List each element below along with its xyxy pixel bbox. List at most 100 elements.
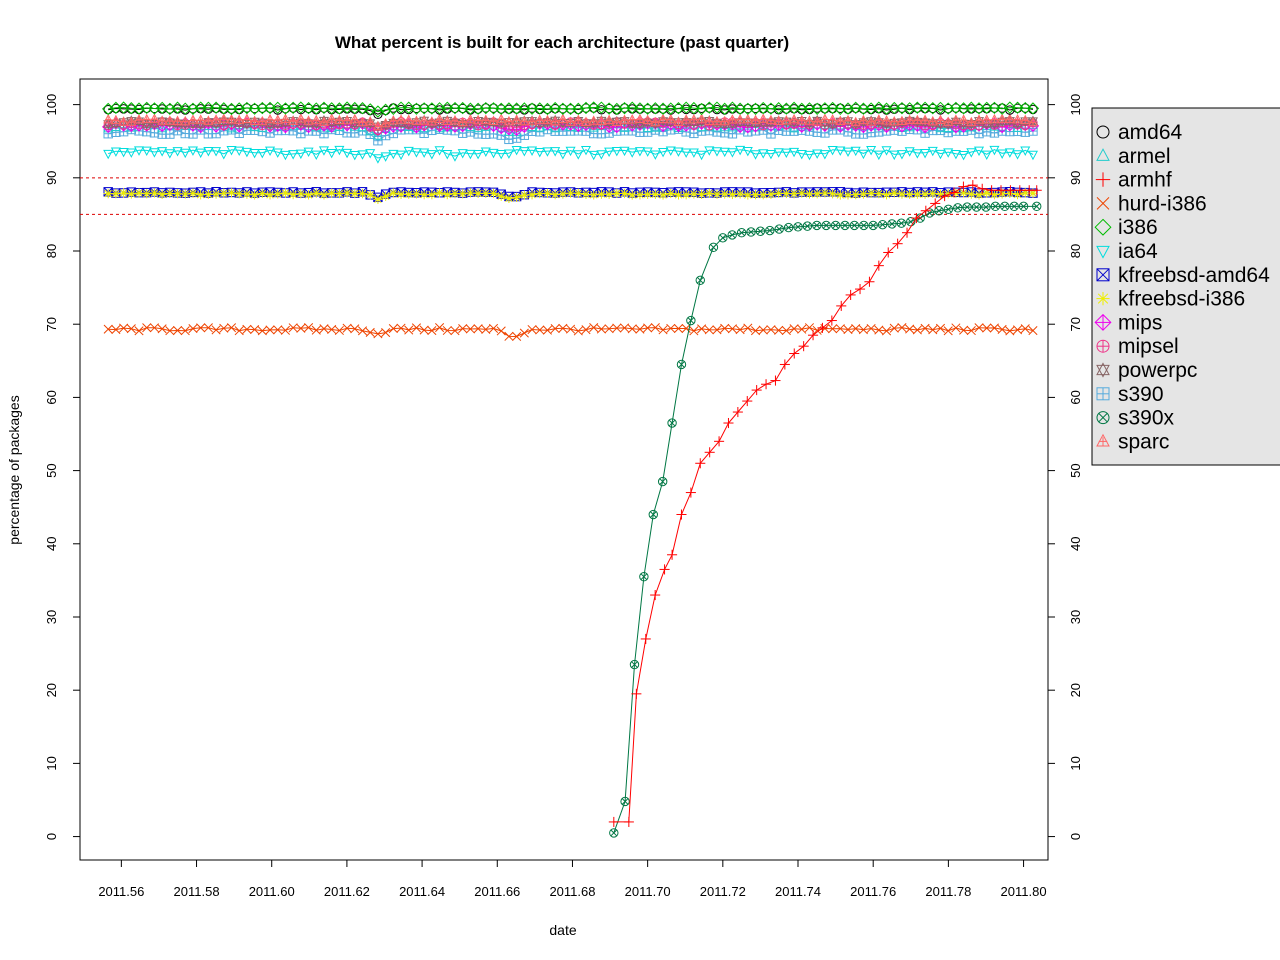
- data-point-kfreebsd-i386: [311, 188, 321, 198]
- data-point-sparc: [658, 113, 669, 124]
- data-point-ia64: [812, 149, 823, 159]
- data-point-sparc: [688, 113, 699, 124]
- data-point-armhf: [995, 185, 1007, 196]
- series-hurd-i386: [103, 322, 1038, 342]
- data-point-hurd-i386: [858, 325, 868, 335]
- y-tick-label-left: 20: [44, 683, 59, 697]
- data-point-sparc: [372, 120, 383, 131]
- data-point-hurd-i386: [103, 324, 113, 334]
- data-point-hurd-i386: [327, 324, 337, 335]
- data-point-hurd-i386: [396, 323, 406, 333]
- x-tick-label: 2011.76: [850, 884, 896, 899]
- data-point-sparc: [449, 115, 461, 125]
- data-point-ia64: [403, 146, 414, 157]
- data-point-i386: [456, 101, 469, 115]
- data-point-ia64: [133, 146, 145, 156]
- y-tick-label-left: 90: [44, 171, 59, 185]
- data-point-s390x: [765, 225, 775, 236]
- data-point-ia64: [380, 152, 391, 162]
- series-line-armhf: [613, 184, 1037, 823]
- data-point-sparc: [280, 113, 291, 123]
- data-point-sparc: [958, 114, 969, 124]
- data-point-hurd-i386: [465, 324, 475, 334]
- data-point-i386: [171, 101, 184, 114]
- data-point-sparc: [172, 115, 183, 125]
- data-point-hurd-i386: [458, 324, 468, 334]
- data-point-ia64: [349, 151, 360, 161]
- data-point-sparc: [264, 113, 276, 124]
- legend-marker-amd64: [1096, 125, 1110, 139]
- data-point-s390: [504, 134, 514, 145]
- data-point-ia64: [396, 150, 407, 161]
- y-axis-right: 0 10 20 30 40 50 60 70 80 90 100: [1048, 94, 1083, 840]
- data-point-hurd-i386: [219, 323, 229, 333]
- data-point-kfreebsd-i386: [966, 189, 976, 199]
- data-point-ia64: [580, 145, 592, 156]
- data-point-kfreebsd-i386: [411, 189, 422, 199]
- data-point-kfreebsd-i386: [473, 188, 483, 199]
- data-point-s390x: [953, 203, 963, 213]
- data-point-kfreebsd-i386: [997, 189, 1007, 199]
- data-point-hurd-i386: [997, 324, 1007, 334]
- data-point-hurd-i386: [357, 326, 368, 336]
- data-point-armhf: [667, 549, 678, 560]
- data-point-hurd-i386: [619, 323, 630, 333]
- data-point-sparc: [920, 114, 931, 124]
- data-point-sparc: [650, 116, 661, 127]
- legend-marker-s390: [1096, 387, 1110, 401]
- data-point-hurd-i386: [196, 323, 206, 333]
- data-point-kfreebsd-i386: [982, 188, 992, 198]
- data-point-sparc: [218, 113, 229, 123]
- data-point-kfreebsd-i386: [249, 190, 260, 200]
- data-point-kfreebsd-i386: [781, 188, 791, 199]
- data-point-hurd-i386: [604, 324, 614, 334]
- data-point-sparc: [318, 116, 330, 126]
- data-point-armhf: [826, 315, 837, 326]
- x-axis-label: date: [549, 922, 576, 938]
- data-point-ia64: [866, 145, 877, 156]
- data-point-armhf: [751, 385, 762, 396]
- data-point-hurd-i386: [612, 323, 622, 333]
- series-sparc: [103, 113, 1038, 131]
- data-point-hurd-i386: [866, 323, 876, 334]
- data-point-kfreebsd-i386: [635, 190, 645, 200]
- data-point-sparc: [1012, 114, 1023, 124]
- data-point-sparc: [1004, 113, 1015, 123]
- x-tick-label: 2011.70: [625, 884, 671, 899]
- data-point-ia64: [357, 150, 368, 160]
- legend-marker-armel: [1096, 148, 1110, 161]
- data-point-hurd-i386: [234, 326, 244, 336]
- data-point-s390x: [830, 220, 841, 231]
- data-point-hurd-i386: [442, 325, 452, 336]
- data-point-hurd-i386: [874, 325, 884, 335]
- data-point-armhf: [704, 447, 715, 458]
- data-point-hurd-i386: [558, 323, 568, 333]
- data-point-hurd-i386: [381, 328, 391, 338]
- data-point-kfreebsd-i386: [743, 190, 753, 200]
- data-point-kfreebsd-i386: [581, 189, 591, 200]
- data-point-i386: [186, 102, 200, 115]
- data-point-sparc: [465, 114, 476, 124]
- data-point-hurd-i386: [250, 325, 260, 335]
- data-point-sparc: [434, 113, 445, 124]
- x-tick-label: 2011.56: [98, 884, 144, 899]
- data-point-ia64: [465, 149, 476, 160]
- data-point-i386: [294, 101, 308, 114]
- data-point-hurd-i386: [512, 331, 522, 342]
- legend-item-mips: mips: [1094, 311, 1162, 334]
- y-tick-label-right: 70: [1068, 317, 1083, 331]
- data-point-kfreebsd-i386: [666, 188, 676, 199]
- data-point-i386: [155, 101, 169, 115]
- data-point-kfreebsd-i386: [273, 189, 283, 199]
- data-point-kfreebsd-i386: [920, 189, 930, 199]
- data-point-armhf: [1014, 185, 1025, 196]
- data-point-hurd-i386: [704, 325, 714, 335]
- data-point-ia64: [295, 149, 306, 160]
- data-point-sparc: [419, 115, 430, 125]
- y-tick-label-left: 0: [44, 833, 59, 840]
- data-point-sparc: [349, 113, 360, 124]
- data-point-kfreebsd-i386: [573, 188, 583, 198]
- data-point-sparc: [272, 114, 283, 124]
- data-point-sparc: [812, 116, 823, 126]
- data-point-armhf: [873, 260, 884, 271]
